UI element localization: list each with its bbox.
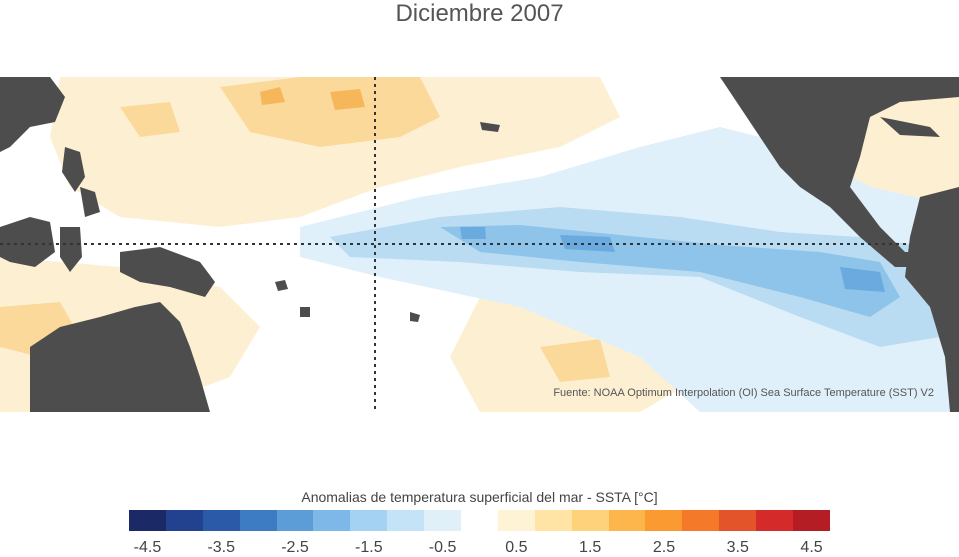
colorbar-cell [202, 510, 240, 531]
colorbar-tick-label: 4.5 [800, 539, 823, 556]
cool-anomaly-peak [460, 227, 885, 292]
colorbar-tick-label: 0.5 [505, 539, 528, 556]
colorbar-cell [165, 510, 203, 531]
colorbar-cell [461, 510, 498, 531]
sst-anomaly-map [0, 77, 959, 412]
colorbar-cell [571, 510, 609, 531]
colorbar-ticks: -4.5 -3.5 -2.5 -1.5 -0.5 0.5 1.5 2.5 3.5 4.5 [0, 539, 959, 557]
colorbar-cell [534, 510, 572, 531]
colorbar-cell [608, 510, 646, 531]
warm-anomaly-peak [260, 87, 365, 110]
colorbar-cell [756, 510, 794, 531]
colorbar-tick-label: 3.5 [726, 539, 749, 556]
colorbar-cell [645, 510, 683, 531]
cool-anomaly-strong [440, 225, 900, 317]
reference-lines [0, 77, 910, 412]
colorbar-cell [719, 510, 757, 531]
colorbar-cell [793, 510, 830, 531]
colorbar-cell [129, 510, 166, 531]
colorbar-tick-label: 2.5 [652, 539, 676, 556]
map-title: Diciembre 2007 [395, 0, 564, 27]
colorbar-tick-label: -2.5 [281, 539, 309, 556]
colorbar-tick-label: -3.5 [207, 539, 236, 556]
colorbar-cell [682, 510, 720, 531]
colorbar-cell [387, 510, 425, 531]
colorbar-cell [313, 510, 351, 531]
colorbar [129, 510, 830, 531]
colorbar-title: Anomalias de temperatura superficial del… [301, 489, 658, 505]
colorbar-cell [424, 510, 462, 531]
colorbar-tick-label: -0.5 [428, 539, 457, 556]
colorbar-tick-label: 1.5 [579, 539, 602, 556]
data-source-label: Fuente: NOAA Optimum Interpolation (OI) … [553, 387, 934, 399]
colorbar-cell [497, 510, 535, 531]
colorbar-tick-label: -4.5 [133, 539, 162, 556]
colorbar-cell [350, 510, 388, 531]
colorbar-tick-label: -1.5 [355, 539, 383, 556]
land-masses [0, 77, 959, 412]
colorbar-cell [276, 510, 314, 531]
colorbar-cell [239, 510, 277, 531]
